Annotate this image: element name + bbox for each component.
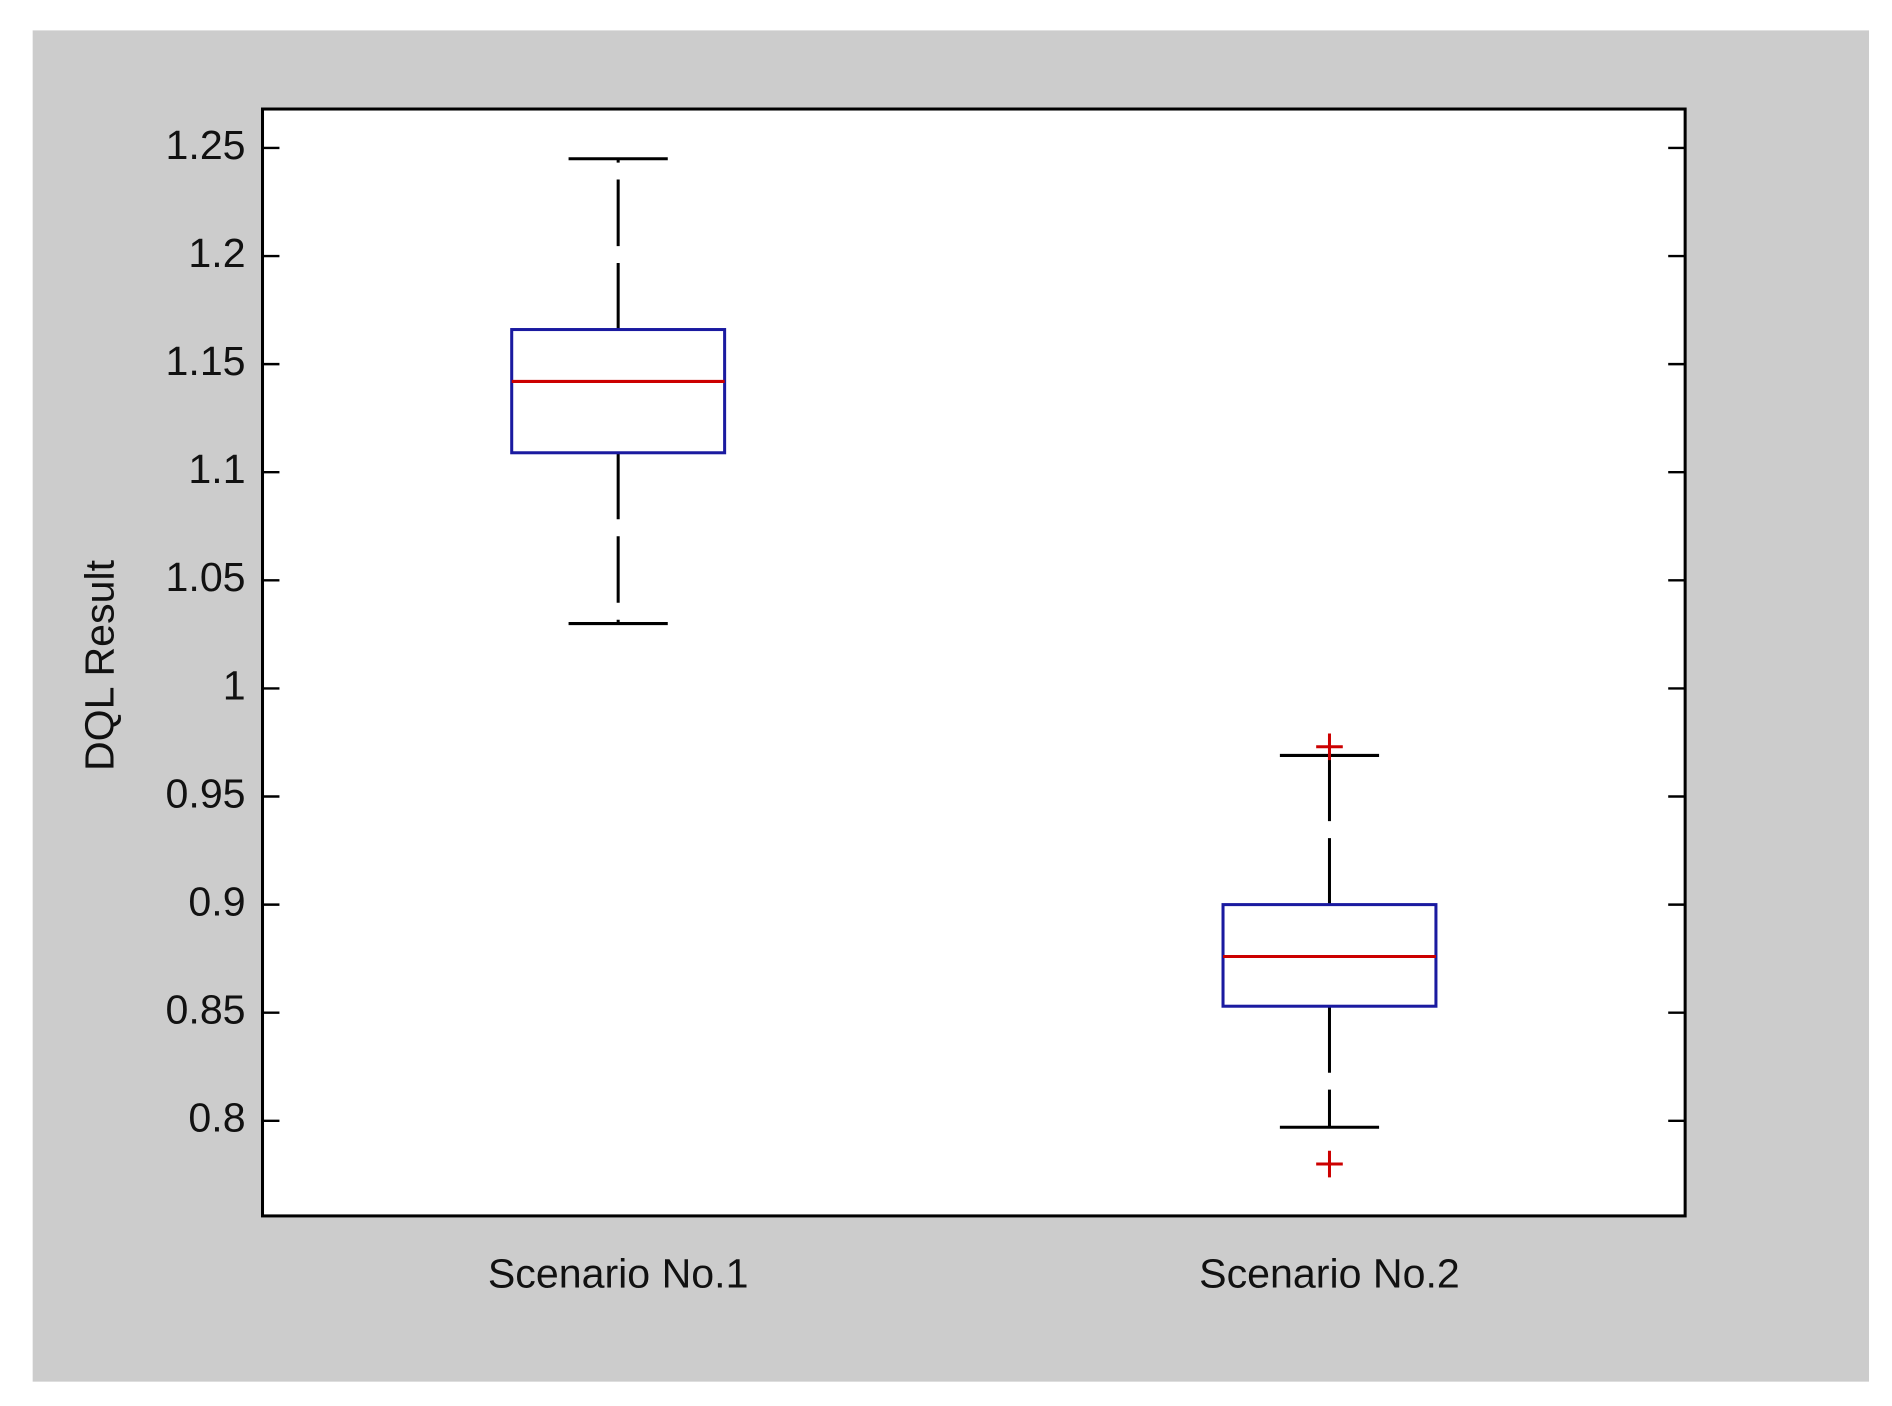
y-tick-label: 1 — [223, 662, 246, 708]
y-tick-label: 0.95 — [166, 770, 246, 816]
y-tick-label: 1.2 — [188, 230, 245, 276]
x-tick-label: Scenario No.2 — [1199, 1250, 1460, 1296]
box — [510, 328, 727, 455]
y-tick-label: 0.8 — [188, 1095, 245, 1141]
y-tick-label: 1.15 — [166, 338, 246, 384]
x-tick-label: Scenario No.1 — [488, 1250, 749, 1296]
y-tick-label: 1.05 — [166, 554, 246, 600]
y-axis-label: DQL Result — [77, 559, 123, 771]
plot-area — [260, 107, 1687, 1218]
outlier — [1316, 1150, 1343, 1178]
y-tick-label: 0.85 — [166, 987, 246, 1033]
y-tick-label: 0.9 — [188, 878, 245, 924]
outlier — [1316, 733, 1343, 761]
y-tick-label: 1.25 — [166, 122, 246, 168]
y-tick-label: 1.1 — [188, 446, 245, 492]
